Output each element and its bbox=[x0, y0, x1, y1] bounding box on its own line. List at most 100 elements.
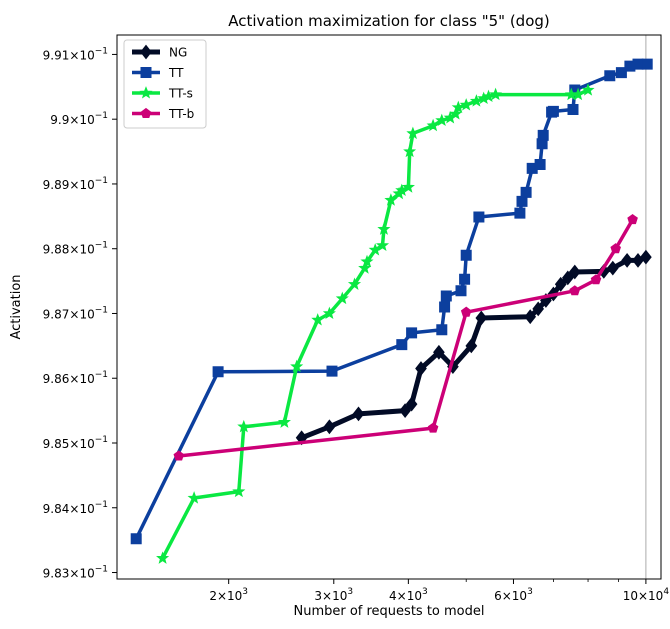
data-point bbox=[384, 193, 398, 206]
y-tick-label: 9.87×10−1 bbox=[43, 305, 108, 321]
data-point bbox=[232, 484, 246, 498]
data-point bbox=[590, 274, 602, 285]
series-ng bbox=[295, 249, 652, 446]
data-point bbox=[130, 533, 142, 545]
x-tick-label: 10×104 bbox=[623, 587, 670, 603]
data-point bbox=[451, 100, 465, 114]
data-point bbox=[360, 254, 374, 268]
data-point bbox=[368, 243, 382, 256]
data-point bbox=[571, 87, 585, 101]
data-point bbox=[604, 70, 616, 82]
legend-label: TT-b bbox=[168, 107, 194, 121]
data-point bbox=[460, 249, 472, 261]
data-point bbox=[621, 252, 633, 268]
data-point bbox=[465, 338, 478, 354]
plot-series bbox=[130, 58, 653, 564]
x-tick-label: 6×103 bbox=[494, 587, 533, 603]
data-point bbox=[212, 366, 224, 378]
data-point bbox=[460, 306, 472, 317]
data-point bbox=[433, 344, 445, 360]
data-point bbox=[352, 406, 365, 422]
data-point bbox=[399, 403, 411, 419]
y-tick-label: 9.86×10−1 bbox=[43, 370, 108, 386]
data-point bbox=[581, 83, 595, 96]
data-point bbox=[290, 359, 304, 373]
data-point bbox=[489, 87, 503, 101]
y-tick-label: 9.85×10−1 bbox=[43, 435, 108, 451]
data-point bbox=[514, 207, 526, 219]
legend-item-tt-b: TT-b bbox=[132, 107, 194, 121]
data-point bbox=[534, 159, 546, 170]
data-point bbox=[322, 306, 336, 320]
data-point bbox=[440, 290, 452, 302]
chart-title: Activation maximization for class "5" (d… bbox=[228, 12, 550, 30]
data-point bbox=[405, 396, 418, 412]
legend-label: TT bbox=[168, 66, 184, 80]
data-point bbox=[401, 180, 415, 193]
data-point bbox=[606, 260, 619, 276]
data-point bbox=[406, 126, 420, 140]
y-tick-label: 9.91×10−1 bbox=[43, 46, 108, 62]
data-point bbox=[335, 291, 349, 305]
data-point bbox=[323, 419, 336, 435]
legend-item-tt: TT bbox=[132, 66, 184, 80]
series-tt bbox=[130, 58, 653, 545]
data-point bbox=[396, 339, 408, 351]
data-point bbox=[156, 551, 170, 564]
data-point bbox=[403, 144, 417, 158]
y-axis-ticks: 9.83×10−1 9.84×10−1 9.85×10−1 9.86×10−1 9.87… bbox=[43, 46, 117, 581]
x-axis-label: Number of requests to model bbox=[293, 604, 484, 619]
legend-item-ng: NG bbox=[132, 44, 187, 60]
data-point bbox=[610, 243, 621, 254]
data-point bbox=[624, 60, 636, 72]
data-point bbox=[439, 301, 451, 313]
data-point bbox=[627, 213, 638, 225]
data-point bbox=[641, 58, 653, 70]
data-point bbox=[569, 285, 581, 296]
legend-label: NG bbox=[169, 46, 187, 60]
data-point bbox=[640, 249, 652, 265]
plot-area-frame bbox=[116, 34, 662, 580]
y-tick-label: 9.89×10−1 bbox=[43, 176, 108, 192]
legend-item-tt-s: TT-s bbox=[132, 86, 193, 101]
data-point bbox=[347, 277, 362, 290]
legend: NG TT TT-s TT-b bbox=[123, 39, 207, 129]
data-point bbox=[277, 415, 291, 428]
x-axis-ticks: 2×103 3×103 4×103 6×103 10×104 bbox=[209, 579, 669, 603]
data-point bbox=[173, 450, 185, 461]
data-point bbox=[615, 67, 627, 79]
legend-box bbox=[123, 39, 207, 129]
data-point bbox=[435, 113, 449, 127]
data-point bbox=[561, 270, 574, 286]
data-point bbox=[187, 491, 201, 504]
data-point bbox=[524, 309, 537, 325]
series-tt-s bbox=[156, 83, 595, 564]
x-tick-label: 2×103 bbox=[209, 587, 248, 603]
data-point bbox=[427, 422, 439, 433]
data-point bbox=[568, 264, 581, 280]
data-point bbox=[469, 94, 483, 107]
legend-marker bbox=[140, 67, 152, 78]
data-point bbox=[375, 238, 390, 252]
data-point bbox=[459, 273, 471, 285]
data-point bbox=[554, 276, 567, 292]
data-point bbox=[473, 211, 485, 223]
data-point bbox=[406, 327, 418, 339]
y-tick-label: 9.83×10−1 bbox=[43, 565, 108, 581]
x-tick-label: 4×103 bbox=[389, 587, 428, 603]
data-point bbox=[547, 105, 559, 117]
data-point bbox=[358, 261, 372, 274]
data-point bbox=[415, 361, 427, 376]
legend-marker bbox=[140, 107, 152, 118]
legend-label: TT-s bbox=[168, 87, 193, 101]
data-point bbox=[475, 310, 488, 326]
data-point bbox=[632, 58, 644, 70]
data-point bbox=[459, 98, 473, 111]
data-point bbox=[426, 118, 440, 132]
y-axis-label: Activation bbox=[9, 274, 24, 339]
data-point bbox=[532, 301, 545, 317]
legend-marker bbox=[139, 86, 153, 99]
y-tick-label: 9.84×10−1 bbox=[43, 500, 108, 516]
series-tt-b bbox=[173, 213, 638, 461]
